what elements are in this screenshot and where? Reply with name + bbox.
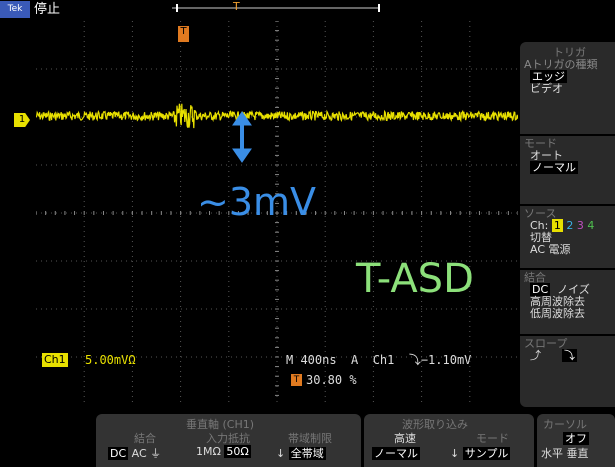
mode-auto[interactable]: オート [530, 149, 563, 162]
acq-mode-arrow-icon: ↓ [450, 447, 460, 460]
coupling-title: 結合 [524, 271, 546, 284]
impedance-label: 入力抵抗 [206, 432, 250, 445]
trigger-type-section[interactable]: トリガ Aトリガの種類 エッジ ビデオ [520, 42, 615, 134]
waveform-graticule [36, 21, 518, 405]
amplitude-annotation: ~3mV [197, 180, 317, 224]
trigger-source-section[interactable]: ソース Ch: 1 2 3 4 切替 AC 電源 [520, 204, 615, 270]
impedance-50[interactable]: 50Ω [224, 445, 251, 458]
top-bar: Tek 停止 T [0, 0, 615, 20]
acq-speed-value[interactable]: ノーマル [372, 447, 420, 460]
source-ac-line[interactable]: AC 電源 [530, 243, 571, 256]
trigger-position-icon: T [291, 374, 302, 386]
source-ch3[interactable]: 3 [576, 219, 584, 232]
acq-mode-sample[interactable]: サンプル [462, 447, 511, 460]
acq-mode-options[interactable]: ↓ サンプル [450, 445, 511, 461]
bottom-menu: 垂直軸 (CH1) 結合 入力抵抗 帯域制限 DC AC ⏚ 1MΩ 50Ω ↓… [96, 414, 615, 467]
trigger-position-top-marker: T [233, 0, 240, 13]
source-channel-row[interactable]: Ch: 1 2 3 4 [520, 219, 615, 232]
mode-title: モード [524, 137, 557, 150]
slope-row[interactable]: ⤴ ⤵ [520, 349, 615, 362]
slope-rise-icon[interactable]: ⤴ [530, 349, 541, 362]
acquisition-menu-group[interactable]: 波形取り込み 高速 モード ノーマル ↓ サンプル [364, 414, 534, 467]
trigger-slope-section[interactable]: スロープ ⤴ ⤵ [520, 334, 615, 396]
cursor-menu-header: カーソル [543, 418, 587, 431]
run-status: 停止 [34, 2, 61, 17]
coupling-ac[interactable]: AC [131, 447, 147, 460]
acq-mode-label: モード [476, 432, 509, 445]
source-ch-label: Ch: [530, 219, 549, 232]
mode-normal[interactable]: ノーマル [530, 161, 578, 174]
cursor-type-options[interactable]: 水平 垂直 [541, 445, 589, 461]
source-switch[interactable]: 切替 [530, 231, 552, 244]
coupling-dc-row[interactable]: DC ノイズ [530, 283, 590, 296]
record-length-bar [172, 7, 380, 9]
ch1-badge[interactable]: Ch1 [42, 353, 68, 367]
cursor-vertical[interactable]: 垂直 [566, 447, 589, 460]
impedance-options[interactable]: 1MΩ 50Ω [196, 445, 251, 458]
record-view-window[interactable] [176, 4, 380, 12]
trigger-side-menu: トリガ Aトリガの種類 エッジ ビデオ モード オート ノーマル ソース Ch:… [520, 42, 615, 407]
vertical-menu-group[interactable]: 垂直軸 (CH1) 結合 入力抵抗 帯域制限 DC AC ⏚ 1MΩ 50Ω ↓… [96, 414, 361, 467]
cursor-horizontal[interactable]: 水平 [541, 447, 563, 460]
acquisition-menu-header: 波形取り込み [402, 418, 468, 431]
slope-fall-icon[interactable]: ⤵ [561, 349, 577, 362]
trigger-point-marker[interactable]: T [178, 26, 189, 42]
bandwidth-options[interactable]: ↓ 全帯域 [276, 445, 326, 461]
coupling-dc[interactable]: DC [108, 447, 129, 460]
impedance-1m[interactable]: 1MΩ [196, 445, 221, 458]
vertical-menu-header: 垂直軸 (CH1) [186, 418, 255, 431]
trigger-coupling-section[interactable]: 結合 DC ノイズ 高周波除去 低周波除去 [520, 268, 615, 336]
source-ch1[interactable]: 1 [551, 219, 563, 232]
source-title: ソース [524, 207, 557, 220]
source-ch2[interactable]: 2 [566, 219, 574, 232]
trigger-mode-section[interactable]: モード オート ノーマル [520, 134, 615, 206]
acq-speed-label: 高速 [394, 432, 416, 445]
cursor-off[interactable]: オフ [563, 432, 589, 445]
timebase-trigger-readout: M 400ns A Ch1 ⤵−1.10mV [286, 353, 472, 367]
tek-logo: Tek [0, 1, 30, 18]
trigger-menu-title: トリガ [553, 46, 586, 59]
source-ch4[interactable]: 4 [587, 219, 595, 232]
coupling-gnd-icon[interactable]: ⏚ [150, 447, 162, 460]
ch1-scale-readout: 5.00mVΩ [85, 353, 136, 367]
trigger-type-edge[interactable]: エッジ [530, 70, 567, 83]
coupling-options[interactable]: DC AC ⏚ [108, 445, 161, 461]
bandwidth-full[interactable]: 全帯域 [288, 447, 326, 460]
coupling-label: 結合 [134, 432, 156, 445]
trigger-type-label: Aトリガの種類 [524, 59, 598, 71]
slope-title: スロープ [524, 337, 568, 350]
name-annotation: T-ASD [356, 256, 474, 302]
coupling-hf-reject[interactable]: 高周波除去 [530, 295, 585, 308]
ch1-waveform-trace [36, 103, 518, 129]
trigger-position-readout: 30.80 % [306, 373, 357, 387]
amplitude-arrow [232, 111, 252, 163]
bandwidth-arrow-icon: ↓ [276, 447, 286, 460]
trigger-type-video[interactable]: ビデオ [530, 82, 563, 95]
coupling-lf-reject[interactable]: 低周波除去 [530, 307, 585, 320]
bandwidth-label: 帯域制限 [288, 432, 332, 445]
cursor-menu-group[interactable]: カーソル オフ 水平 垂直 [537, 414, 615, 467]
ch1-ground-marker[interactable]: 1 [14, 113, 30, 127]
